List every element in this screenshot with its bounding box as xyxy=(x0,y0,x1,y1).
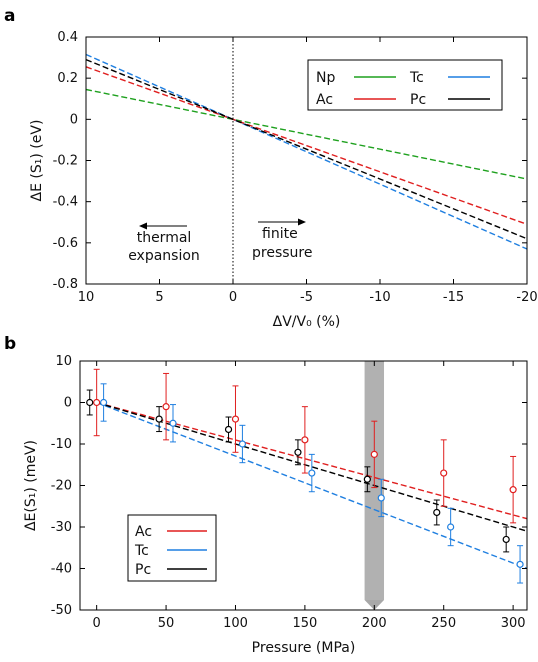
b-data-point-tc xyxy=(238,440,247,448)
b-fit-line-pc xyxy=(96,401,528,532)
b-y-tick-label: -20 xyxy=(51,479,72,494)
a-x-tick-label: -10 xyxy=(369,290,390,305)
panel-label-a: a xyxy=(4,6,15,26)
a-y-tick-label: -0.2 xyxy=(53,154,78,169)
a-x-tick-label: 0 xyxy=(229,290,237,305)
chart-a: 10 5 0 -5 -10 -15 -20 0.4 0.2 0 -0.2 -0.4 -0.6 -0.8 ΔV… xyxy=(29,30,538,330)
b-data-point-tc xyxy=(516,560,524,568)
b-data-point-pc xyxy=(433,508,441,517)
b-legend-label-tc: Tc xyxy=(134,543,149,559)
a-y-tick-label: 0.2 xyxy=(57,71,78,86)
a-annotation-thermal-line1: thermal xyxy=(137,230,192,246)
a-annotation-pressure-line2: pressure xyxy=(252,245,312,261)
b-y-axis-label: ΔE(S₁) (meV) xyxy=(23,440,39,531)
b-x-tick-label: 100 xyxy=(223,616,248,631)
b-legend-box xyxy=(127,514,217,582)
a-x-axis-label: ΔV/V₀ (%) xyxy=(273,314,341,330)
b-legend: Ac Tc Pc xyxy=(127,514,217,582)
b-y-tick-label: 10 xyxy=(55,354,72,369)
b-fit-line-ac xyxy=(96,401,528,520)
a-legend-box xyxy=(307,59,503,111)
b-legend-label-pc: Pc xyxy=(135,562,151,578)
b-data-point-ac xyxy=(93,398,101,407)
b-data-point-tc xyxy=(308,469,316,477)
b-x-tick-label: 0 xyxy=(93,616,101,631)
a-x-tick-label: -20 xyxy=(516,290,537,305)
a-y-tick-label: 0.4 xyxy=(57,30,78,45)
a-x-tick-label: 5 xyxy=(155,290,163,305)
a-series-line-tc xyxy=(86,53,527,250)
b-y-tick-label: -10 xyxy=(51,437,72,452)
b-y-tick-label: -50 xyxy=(51,603,72,618)
a-y-tick-label: 0 xyxy=(70,112,78,127)
b-data-point-ac xyxy=(231,415,240,423)
b-y-tick-label: -30 xyxy=(51,520,72,535)
chart-b: 0 50 100 150 200 250 300100-10-20-30-40-50Pres… xyxy=(23,354,528,656)
a-legend: Np Tc Ac Pc xyxy=(307,59,503,111)
a-legend-label-pc: Pc xyxy=(410,92,426,108)
b-data-point-tc xyxy=(447,523,455,531)
b-data-point-ac xyxy=(509,486,517,494)
b-x-tick-label: 300 xyxy=(501,616,526,631)
a-series-line-ac xyxy=(86,66,527,225)
b-data-point-pc xyxy=(502,535,510,544)
a-annotation-thermal-line2: expansion xyxy=(128,248,200,264)
a-series-line-np xyxy=(86,88,527,180)
panel-label-b: b xyxy=(4,334,16,354)
a-series-group xyxy=(86,53,527,250)
b-x-tick-label: 50 xyxy=(158,616,175,631)
b-y-tick-label: -40 xyxy=(51,562,72,577)
a-x-tick-label: 10 xyxy=(78,290,95,305)
b-x-tick-label: 200 xyxy=(362,616,387,631)
a-legend-label-np: Np xyxy=(316,70,335,86)
b-data-point-pc xyxy=(155,415,163,423)
a-arrow-left-head xyxy=(139,222,147,230)
a-legend-label-tc: Tc xyxy=(409,70,424,86)
b-data-point-pc xyxy=(224,425,233,434)
b-data-point-ac xyxy=(440,469,448,477)
b-data-point-pc xyxy=(294,448,302,456)
b-data-point-tc xyxy=(99,398,108,407)
b-y-tick-label: 0 xyxy=(64,396,72,411)
a-y-tick-label: -0.4 xyxy=(53,195,78,210)
a-y-tick-label: -0.8 xyxy=(53,277,78,292)
b-data-point-tc xyxy=(377,494,385,502)
a-arrow-right-head xyxy=(298,218,306,226)
a-x-tick-label: -5 xyxy=(300,290,313,305)
b-x-tick-label: 150 xyxy=(292,616,317,631)
b-x-axis-label: Pressure (MPa) xyxy=(252,640,356,656)
b-data-point-pc xyxy=(363,475,371,483)
b-legend-label-ac: Ac xyxy=(135,524,152,540)
a-legend-label-ac: Ac xyxy=(316,92,333,108)
a-y-axis-label: ΔE (S₁) (eV) xyxy=(29,120,45,202)
b-data-point-ac xyxy=(370,450,378,458)
a-x-tick-label: -15 xyxy=(443,290,464,305)
b-data-point-tc xyxy=(169,419,177,427)
b-data-point-ac xyxy=(301,436,309,444)
b-data-point-pc xyxy=(86,398,94,407)
b-data-point-ac xyxy=(162,403,170,411)
b-x-tick-label: 250 xyxy=(431,616,456,631)
a-y-tick-label: -0.6 xyxy=(53,236,78,251)
a-annotation-pressure-line1: finite xyxy=(262,226,298,242)
a-series-line-pc xyxy=(86,58,527,240)
